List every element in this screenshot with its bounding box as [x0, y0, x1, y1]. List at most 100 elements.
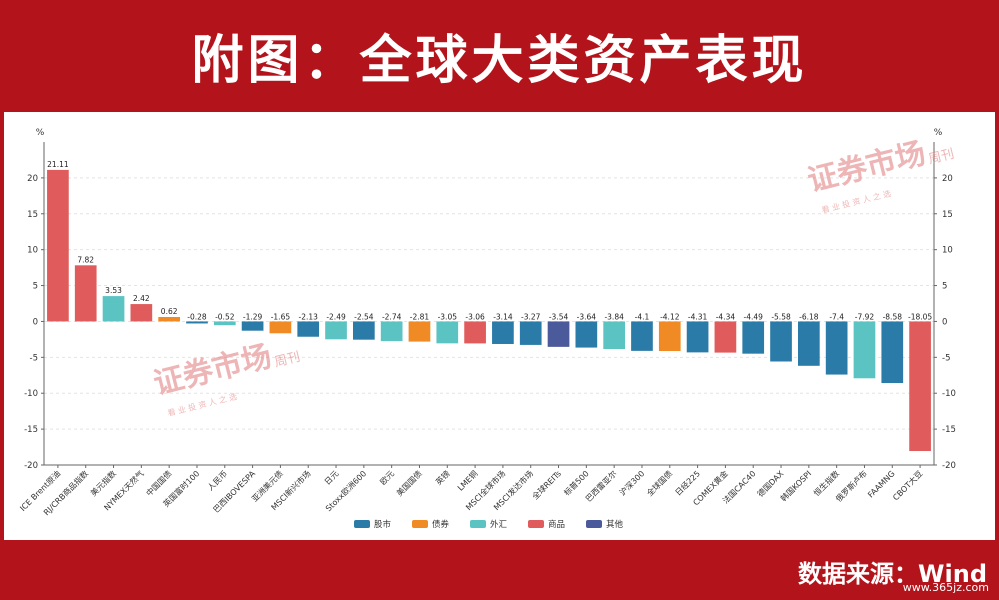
site-url: www.365jz.com — [902, 581, 989, 594]
legend-swatch — [470, 520, 486, 528]
bar-layer — [47, 169, 931, 452]
x-tick-label: 日经225 — [673, 468, 702, 497]
data-label: -4.1 — [635, 312, 650, 321]
data-label: 7.82 — [77, 255, 94, 264]
label-layer: 21.11 7.82 3.53 2.42 0.62 -0.28 -0.52 -1.29 -1.6… — [47, 160, 932, 322]
x-tick-label: 英镑 — [433, 468, 451, 486]
header-banner: 附图：全球大类资产表现 — [4, 4, 995, 107]
y-tick-label-left: 10 — [27, 246, 38, 256]
y-tick-label-right: 10 — [942, 246, 953, 256]
y-tick-label-left: 5 — [33, 282, 38, 292]
data-label: -8.58 — [883, 312, 903, 321]
bar — [269, 321, 292, 334]
data-label: 3.53 — [105, 286, 122, 295]
bar — [464, 321, 486, 344]
legend-item-label: 股市 — [374, 519, 392, 530]
data-label: -3.06 — [465, 312, 485, 321]
data-label: -3.05 — [438, 312, 458, 321]
bar — [631, 321, 653, 351]
legend-item-label: 其他 — [606, 519, 624, 530]
watermark-logo: 证券市场 周刊 看 业 投 资 人 之 选 — [150, 339, 302, 418]
x-tick-label: 全球国债 — [644, 468, 674, 498]
chart-panel: -20 -20 -15 -15 -10 -10 -5 -5 0 0 5 5 10 10 15 15 20 20%%… — [4, 112, 995, 540]
bar — [909, 321, 931, 452]
legend-item-label: 外汇 — [490, 519, 508, 530]
y-tick-label-right: 5 — [942, 282, 947, 292]
y-tick-label-right: -5 — [942, 353, 950, 363]
data-label: -2.81 — [410, 312, 430, 321]
legend-swatch — [354, 520, 370, 528]
bar — [213, 321, 236, 326]
data-label: -4.34 — [716, 312, 736, 321]
y-tick-label-left: -15 — [24, 425, 38, 435]
legend-item-label: 商品 — [548, 519, 565, 530]
bar — [547, 321, 570, 347]
x-tick-label: 全球REITs — [530, 468, 563, 501]
data-label: -0.52 — [215, 312, 235, 321]
bar — [436, 321, 459, 344]
data-label: -7.4 — [829, 312, 844, 321]
bar — [519, 321, 542, 345]
y-tick-label-right: -10 — [942, 389, 956, 399]
bar — [47, 169, 69, 322]
data-label: -3.54 — [549, 312, 569, 321]
data-label: -3.14 — [493, 312, 513, 321]
bar — [797, 321, 820, 366]
data-label: -4.12 — [660, 312, 680, 321]
bar — [102, 296, 125, 322]
legend-swatch — [528, 520, 544, 528]
data-label: -4.31 — [688, 312, 708, 321]
bar — [408, 321, 431, 342]
data-label: -1.65 — [271, 312, 291, 321]
bar — [603, 321, 626, 350]
data-label: 0.62 — [161, 307, 178, 316]
bar — [130, 304, 153, 322]
bar — [492, 321, 514, 344]
data-label: -0.28 — [187, 312, 207, 321]
legend-swatch — [412, 520, 428, 528]
bar — [881, 321, 904, 384]
y-tick-label-left: 20 — [27, 174, 38, 184]
data-label: -6.18 — [799, 312, 819, 321]
y-tick-label-left: 15 — [27, 210, 38, 220]
y-tick-label-right: 20 — [942, 174, 953, 184]
bar — [380, 321, 403, 342]
y-tick-label-right: -15 — [942, 425, 956, 435]
watermark-side: 周刊 — [927, 147, 956, 168]
data-label: -2.49 — [326, 312, 346, 321]
y-tick-label-left: -10 — [24, 389, 38, 399]
data-label: -5.58 — [771, 312, 791, 321]
bar — [186, 321, 208, 324]
data-label: -4.49 — [744, 312, 764, 321]
x-tick-label: 沪深300 — [617, 468, 646, 497]
y-tick-label-left: -5 — [30, 353, 38, 363]
watermark-title: 证券市场 — [804, 136, 929, 199]
bar — [853, 321, 876, 379]
watermark-side: 周刊 — [273, 350, 302, 371]
data-label: -7.92 — [855, 312, 875, 321]
page-title: 附图：全球大类资产表现 — [191, 31, 808, 91]
legend-item-label: 债券 — [432, 519, 450, 530]
y-tick-label-right: 15 — [942, 210, 953, 220]
y-axis-unit-left: % — [36, 128, 45, 138]
y-tick-label-left: -20 — [24, 461, 38, 471]
watermark-logo: 证券市场 周刊 看 业 投 资 人 之 选 — [804, 136, 956, 215]
bar — [297, 321, 320, 337]
bar — [770, 321, 792, 362]
y-axis-unit-right: % — [934, 128, 943, 138]
x-tick-label: CBOT大豆 — [890, 468, 924, 502]
footer-banner: 数据来源：Wind www.365jz.com — [4, 546, 995, 596]
data-label: -3.27 — [521, 312, 541, 321]
bar-chart: -20 -20 -15 -15 -10 -10 -5 -5 0 0 5 5 10 10 15 15 20 20%%… — [18, 128, 956, 530]
watermark-title: 证券市场 — [150, 339, 275, 402]
data-label: -18.05 — [908, 312, 932, 321]
legend: 股市 债券 外汇 商品 其他 — [354, 519, 624, 530]
bar — [575, 321, 598, 348]
data-label: -3.64 — [577, 312, 597, 321]
bar — [658, 321, 681, 352]
data-label: 2.42 — [133, 294, 150, 303]
y-tick-label-left: 0 — [33, 317, 38, 327]
y-tick-label-right: -20 — [942, 461, 956, 471]
x-tick-label: 标普500 — [562, 468, 591, 497]
x-tick-label: 人民币 — [206, 469, 229, 492]
